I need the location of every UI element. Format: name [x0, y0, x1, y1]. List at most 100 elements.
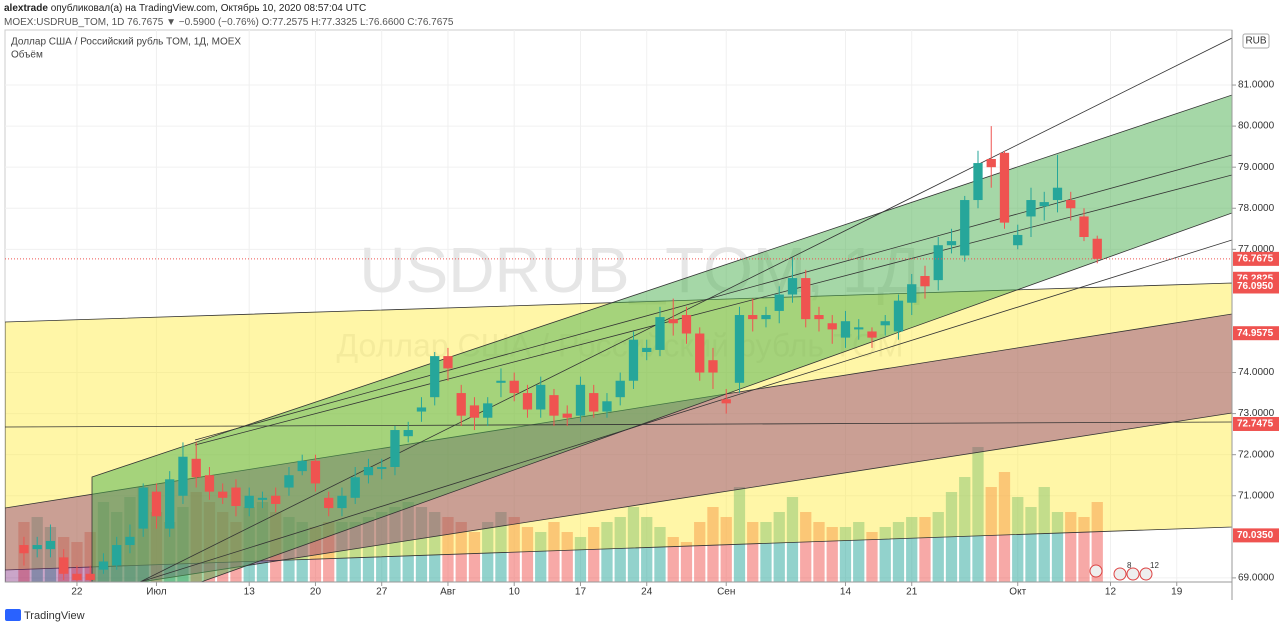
candle-body	[85, 573, 95, 580]
volume-bar	[296, 522, 308, 582]
volume-bar	[455, 522, 467, 582]
candle-body	[469, 405, 480, 418]
currency-box[interactable]	[1242, 33, 1270, 49]
volume-bar	[588, 527, 600, 582]
price-label-box	[1233, 416, 1279, 431]
candle-body	[284, 475, 294, 488]
y-tick-label: 74.0000	[1238, 367, 1275, 378]
volume-bar	[415, 507, 428, 582]
price-label: 70.0350	[1237, 530, 1274, 541]
candle-body	[1039, 202, 1049, 207]
volume-bar	[614, 517, 626, 582]
candle-body	[814, 315, 824, 320]
candle-body	[297, 460, 307, 472]
candle-body	[1079, 216, 1089, 237]
logo-icon	[5, 609, 21, 621]
volume-bar	[601, 522, 613, 582]
candle-body	[231, 487, 241, 507]
candle-body	[271, 495, 281, 504]
candle-body	[45, 540, 56, 550]
candle-body	[416, 407, 427, 412]
volume-bar	[786, 497, 799, 582]
volume-bar	[349, 522, 361, 582]
volume-bar	[985, 487, 997, 582]
volume-bar	[309, 527, 322, 582]
candle-body	[483, 403, 493, 418]
candle-body	[655, 317, 665, 350]
x-tick-label: Авг	[440, 587, 456, 598]
event-icon	[1126, 567, 1140, 581]
x-tick-label: 27	[376, 587, 388, 598]
price-label-box	[1233, 326, 1279, 341]
volume-bar	[800, 512, 812, 582]
candle-body	[1026, 200, 1036, 217]
volume-bar	[853, 522, 865, 582]
event-badge: 12	[1150, 561, 1159, 570]
volume-title: Объём	[11, 49, 43, 61]
candle-body	[443, 356, 453, 369]
price-label: 72.7475	[1237, 419, 1274, 430]
header: alextrade опубликовал(а) на TradingView.…	[4, 2, 453, 30]
candle-body	[933, 245, 943, 281]
price-label-box	[1233, 251, 1279, 266]
chart-title: Доллар США / Российский рубль TOM, 1Д, M…	[11, 36, 241, 48]
candle-body	[112, 545, 122, 566]
candle-body	[854, 327, 864, 330]
price-label: 76.2825	[1237, 273, 1274, 284]
candle-body	[999, 152, 1010, 223]
candle-body	[496, 380, 506, 383]
candle-body	[1052, 187, 1063, 201]
trend-line	[5, 421, 1232, 428]
candle-body	[310, 460, 321, 484]
y-tick-label: 72.0000	[1238, 449, 1275, 460]
candle-body	[549, 395, 559, 416]
volume-bar	[535, 532, 547, 582]
volume-bar	[482, 522, 494, 582]
header-line: alextrade опубликовал(а) на TradingView.…	[4, 2, 453, 16]
logo: TradingView	[5, 609, 85, 622]
candle-body	[456, 393, 466, 416]
x-tick-label: 10	[509, 587, 521, 598]
candle-body	[72, 573, 82, 580]
candle-body	[681, 315, 692, 334]
volume-bar	[747, 522, 759, 582]
brand: TradingView	[24, 610, 85, 622]
candle-body	[575, 384, 586, 416]
event-icon	[1089, 564, 1103, 578]
candle-body	[59, 557, 69, 574]
volume-bar	[548, 522, 560, 582]
candle-body	[403, 430, 413, 437]
volume-bar	[1038, 487, 1050, 582]
volume-bar	[641, 517, 653, 582]
candle-body	[840, 321, 851, 338]
volume-bar	[429, 512, 441, 582]
currency[interactable]: RUB	[1245, 36, 1266, 47]
candle-body	[204, 475, 215, 492]
candle-body	[536, 384, 546, 410]
candle-body	[734, 315, 745, 383]
y-tick-label: 80.0000	[1238, 121, 1275, 132]
candle-body	[1066, 200, 1076, 209]
volume-bar	[866, 532, 878, 582]
event-icons: 8 12	[1089, 561, 1159, 581]
candle-body	[377, 467, 387, 470]
volume-bar	[707, 507, 719, 582]
trend-line	[139, 239, 1232, 582]
candle-body	[708, 360, 718, 373]
price-label: 76.7675	[1237, 254, 1274, 265]
price-label-box	[1233, 279, 1279, 294]
x-tick-label: 20	[310, 587, 322, 598]
price-label: 76.0950	[1237, 281, 1274, 292]
volume-bar	[654, 527, 666, 582]
candle-body	[907, 284, 917, 303]
event-badge: 8	[1127, 561, 1132, 570]
x-tick-label: Сен	[717, 587, 735, 598]
candles	[19, 126, 1102, 582]
volume-bar	[495, 512, 507, 582]
volume-bar	[389, 507, 401, 582]
y-tick-label: 71.0000	[1238, 490, 1275, 501]
candle-body	[125, 536, 135, 546]
candle-body	[893, 300, 904, 332]
x-tick-label: 22	[71, 587, 83, 598]
